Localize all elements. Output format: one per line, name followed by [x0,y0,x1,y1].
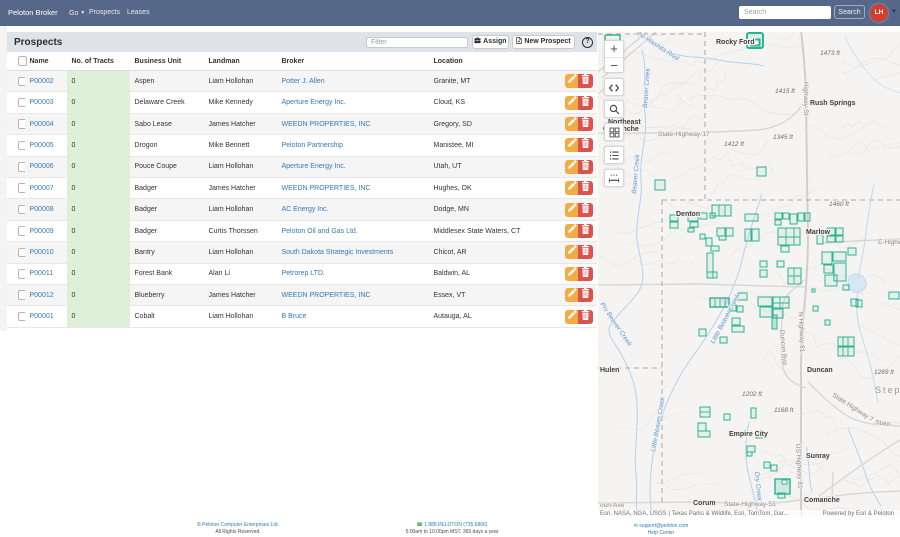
svg-text:Stephens: Stephens [875,385,900,395]
svg-text:1202 ft: 1202 ft [742,391,763,398]
svg-text:State-Highway-53: State-Highway-53 [724,501,776,508]
svg-text:E-Highw: E-Highw [878,239,900,246]
svg-text:State-Highway-17: State-Highway-17 [658,131,710,138]
svg-text:N Highway 81: N Highway 81 [797,312,805,353]
svg-text:Little Beaver Creek: Little Beaver Creek [650,396,667,452]
svg-text:1473 ft: 1473 ft [820,50,841,57]
svg-text:Marlow: Marlow [806,229,831,236]
svg-text:Dry Creek: Dry Creek [753,472,763,502]
svg-text:Sunray: Sunray [806,453,830,460]
svg-text:Beaver Creek: Beaver Creek [642,67,652,108]
svg-text:Highway-St: Highway-St [802,82,809,115]
svg-text:1168 ft: 1168 ft [774,407,795,414]
svg-text:Rush Springs: Rush Springs [810,100,856,107]
svg-text:Duncan: Duncan [807,367,833,374]
svg-text:1269 ft: 1269 ft [874,369,895,376]
svg-text:Comanche: Comanche [804,497,840,504]
svg-text:1460 ft: 1460 ft [829,201,850,208]
svg-text:1415 ft: 1415 ft [775,88,796,95]
svg-text:Empire City: Empire City [729,431,768,438]
svg-text:US Highway 81: US Highway 81 [794,444,803,489]
svg-text:Corum: Corum [693,500,716,507]
svg-text:Denton: Denton [676,211,700,218]
svg-text:1412 ft: 1412 ft [724,141,745,148]
svg-text:the Washita Rivd: the Washita Rivd [635,32,680,63]
svg-text:ouri-Ave: ouri-Ave [600,502,624,509]
svg-text:State-: State- [875,419,893,428]
svg-text:Rocky Ford: Rocky Ford [716,39,755,46]
svg-text:Prv Beaver Creek: Prv Beaver Creek [598,301,633,348]
svg-text:Duncan Byp: Duncan Byp [778,330,788,366]
svg-text:Hulen: Hulen [600,367,619,374]
svg-text:1345 ft: 1345 ft [773,134,794,141]
svg-text:Northeast: Northeast [608,119,641,126]
svg-text:Beaver Creek: Beaver Creek [631,153,642,194]
